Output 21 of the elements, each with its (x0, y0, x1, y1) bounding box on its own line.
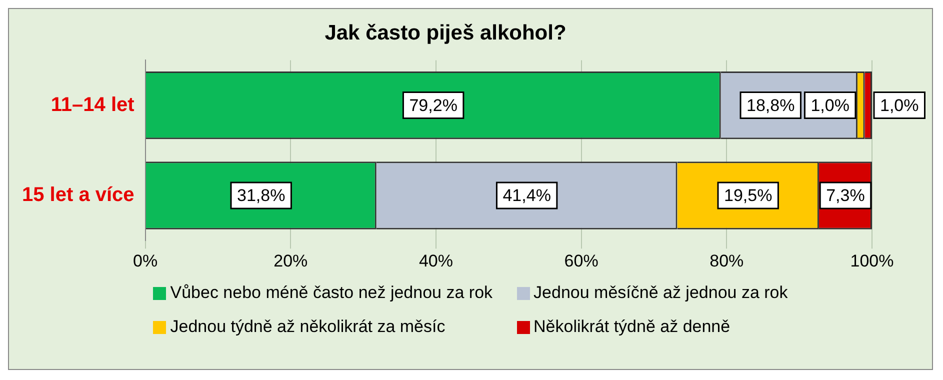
x-tick-label: 40% (418, 251, 453, 270)
chart-title: Jak často piješ alkohol? (324, 21, 566, 44)
x-tick-label: 80% (710, 251, 744, 270)
legend-label: Vůbec nebo méně často než jednou za rok (170, 283, 493, 303)
x-tick-label: 100% (850, 251, 894, 270)
y-tick-label: 15 let a více (22, 184, 134, 206)
x-tick-label: 60% (564, 251, 598, 270)
legend-label: Jednou týdně až několikrát za měsíc (170, 317, 446, 337)
data-label: 41,4% (502, 186, 551, 206)
data-label: 19,5% (724, 186, 772, 206)
data-label: 31,8% (237, 186, 286, 206)
data-label: 79,2% (409, 96, 458, 115)
data-label: 1,0% (880, 96, 919, 115)
data-label: 18,8% (746, 96, 795, 115)
legend-label: Několikrát týdně až denně (534, 317, 730, 337)
x-tick-label: 0% (133, 251, 158, 270)
y-tick-label: 11–14 let (50, 94, 135, 116)
data-label: 7,3% (826, 186, 865, 206)
legend-label: Jednou měsíčně až jednou za rok (534, 283, 788, 303)
x-tick-label: 20% (274, 251, 308, 270)
data-label: 1,0% (810, 96, 850, 115)
